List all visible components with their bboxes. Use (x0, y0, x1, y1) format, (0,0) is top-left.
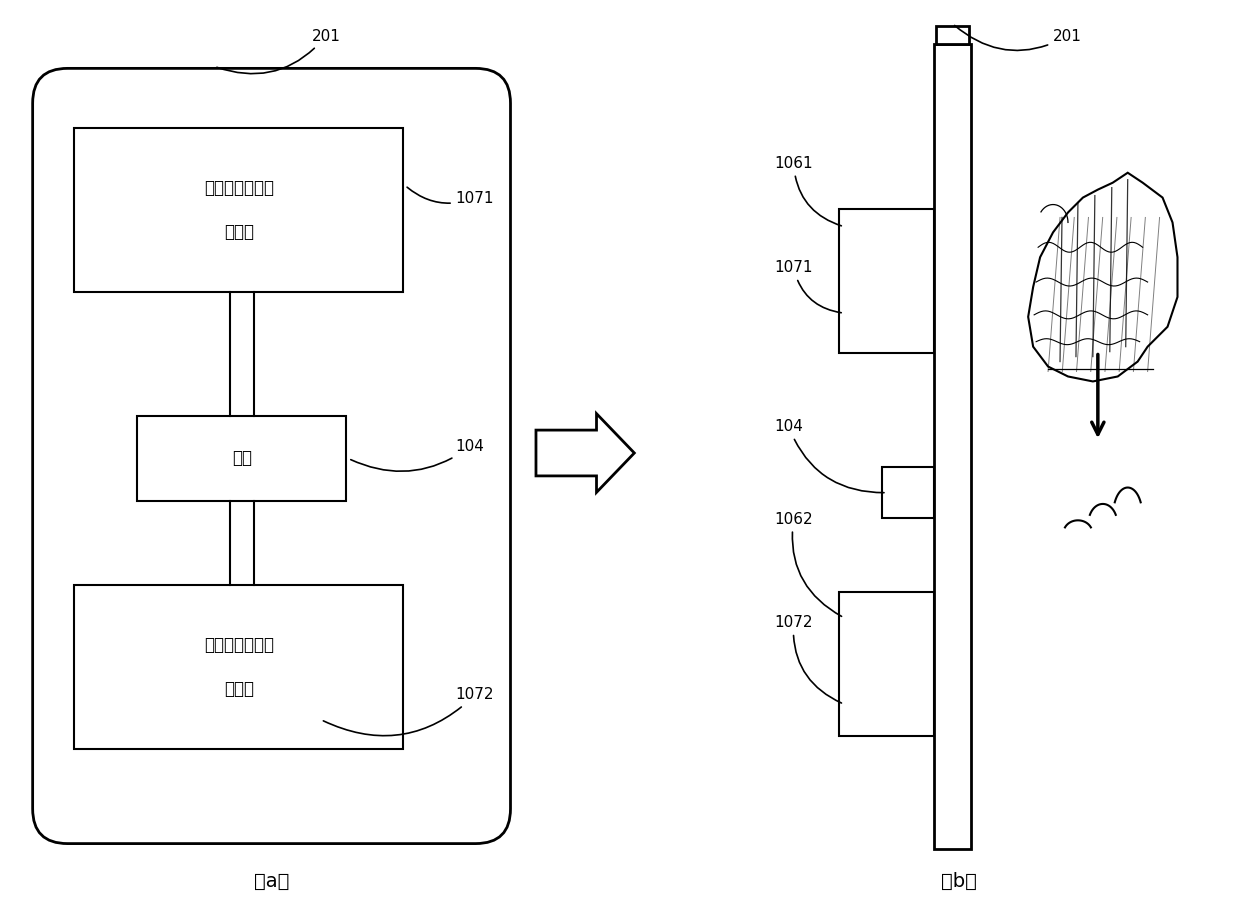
Bar (74, 128, 403, 292)
Text: 1071: 1071 (407, 188, 495, 206)
Polygon shape (536, 414, 635, 492)
Text: 201: 201 (217, 29, 340, 73)
Bar (882, 467, 934, 518)
Text: 1061: 1061 (774, 156, 842, 226)
Text: 馈点: 馈点 (232, 449, 252, 467)
Polygon shape (1028, 173, 1178, 381)
Bar (934, 43, 971, 849)
Text: 104: 104 (774, 419, 884, 493)
Text: 1072: 1072 (324, 688, 495, 736)
Text: （b）: （b） (940, 872, 976, 891)
Text: 1071: 1071 (774, 260, 841, 313)
Text: 1062: 1062 (774, 512, 842, 616)
Text: 第一陶瓷扬声器: 第一陶瓷扬声器 (203, 179, 274, 198)
Text: 201: 201 (955, 25, 1083, 51)
Text: 104: 104 (351, 439, 485, 471)
Bar (839, 209, 934, 353)
Bar (74, 585, 403, 749)
Bar (138, 416, 346, 501)
Text: 激励器: 激励器 (223, 680, 254, 698)
Text: （a）: （a） (254, 872, 289, 891)
FancyBboxPatch shape (32, 68, 511, 843)
Text: 第二陶瓷扬声器: 第二陶瓷扬声器 (203, 636, 274, 654)
Bar (839, 592, 934, 736)
Text: 激励器: 激励器 (223, 223, 254, 241)
Bar (936, 25, 968, 43)
Text: 1072: 1072 (774, 615, 842, 703)
